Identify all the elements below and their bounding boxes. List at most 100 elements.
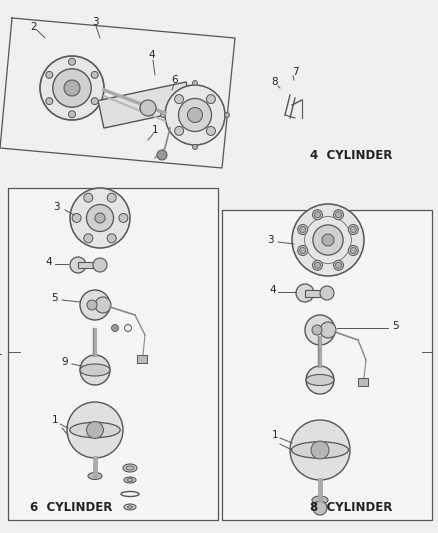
Ellipse shape xyxy=(127,479,133,481)
Text: 8  CYLINDER: 8 CYLINDER xyxy=(309,502,392,514)
Text: 7: 7 xyxy=(291,67,298,77)
Circle shape xyxy=(347,246,357,255)
Circle shape xyxy=(174,94,183,103)
Ellipse shape xyxy=(127,506,132,508)
Circle shape xyxy=(350,227,356,232)
Circle shape xyxy=(160,112,165,117)
Bar xyxy=(8,188,218,520)
Text: 9: 9 xyxy=(61,357,68,367)
Bar xyxy=(137,355,147,363)
Circle shape xyxy=(335,212,341,217)
Circle shape xyxy=(224,112,229,117)
Ellipse shape xyxy=(88,472,102,480)
Circle shape xyxy=(295,284,313,302)
Circle shape xyxy=(111,325,118,332)
Circle shape xyxy=(68,58,75,65)
Circle shape xyxy=(91,71,98,78)
Circle shape xyxy=(312,225,343,255)
Circle shape xyxy=(157,150,166,160)
Circle shape xyxy=(333,260,343,270)
Text: 4: 4 xyxy=(269,285,276,295)
Circle shape xyxy=(350,247,356,254)
Circle shape xyxy=(119,214,127,222)
Text: 1: 1 xyxy=(436,347,438,357)
Circle shape xyxy=(321,234,333,246)
Circle shape xyxy=(40,56,104,120)
Circle shape xyxy=(291,204,363,276)
Circle shape xyxy=(187,108,202,123)
Text: 1: 1 xyxy=(0,347,2,357)
Circle shape xyxy=(192,80,197,85)
Circle shape xyxy=(86,422,103,439)
Text: 3: 3 xyxy=(53,202,60,212)
Circle shape xyxy=(174,126,183,135)
Text: 8: 8 xyxy=(271,77,278,87)
Circle shape xyxy=(80,290,110,320)
Ellipse shape xyxy=(80,364,110,376)
Circle shape xyxy=(305,366,333,394)
Text: 1: 1 xyxy=(152,125,158,135)
Bar xyxy=(304,289,326,296)
Circle shape xyxy=(312,260,322,270)
Circle shape xyxy=(46,98,53,104)
Text: 5: 5 xyxy=(51,293,58,303)
Circle shape xyxy=(107,234,116,243)
Circle shape xyxy=(314,262,320,268)
Circle shape xyxy=(192,144,197,149)
Ellipse shape xyxy=(126,466,134,470)
Circle shape xyxy=(304,315,334,345)
Text: 1: 1 xyxy=(51,415,58,425)
Circle shape xyxy=(64,80,80,96)
Text: 3: 3 xyxy=(92,17,98,27)
Circle shape xyxy=(93,258,107,272)
Circle shape xyxy=(299,227,305,232)
Ellipse shape xyxy=(311,496,327,504)
Ellipse shape xyxy=(70,422,120,438)
Circle shape xyxy=(319,286,333,300)
Text: 4: 4 xyxy=(148,50,155,60)
Circle shape xyxy=(86,205,113,231)
Ellipse shape xyxy=(305,375,333,385)
Circle shape xyxy=(314,212,320,217)
Circle shape xyxy=(87,300,97,310)
Circle shape xyxy=(299,247,305,254)
Text: 2: 2 xyxy=(31,22,37,32)
Text: 4: 4 xyxy=(45,257,52,267)
Circle shape xyxy=(67,402,123,458)
Circle shape xyxy=(335,262,341,268)
Ellipse shape xyxy=(124,477,136,483)
Text: 5: 5 xyxy=(391,321,398,331)
Circle shape xyxy=(95,297,111,313)
Text: 1: 1 xyxy=(271,430,277,440)
Bar xyxy=(78,262,100,268)
Circle shape xyxy=(319,322,335,338)
Circle shape xyxy=(70,188,130,248)
Circle shape xyxy=(311,325,321,335)
Circle shape xyxy=(107,193,116,202)
Circle shape xyxy=(290,420,349,480)
Circle shape xyxy=(84,193,92,202)
Text: 4  CYLINDER: 4 CYLINDER xyxy=(309,149,392,161)
Circle shape xyxy=(178,99,211,132)
Circle shape xyxy=(206,94,215,103)
Circle shape xyxy=(72,214,81,222)
Circle shape xyxy=(70,257,86,273)
Circle shape xyxy=(347,224,357,235)
Circle shape xyxy=(297,224,307,235)
Circle shape xyxy=(140,100,155,116)
Circle shape xyxy=(91,98,98,104)
Circle shape xyxy=(95,213,105,223)
Ellipse shape xyxy=(124,504,136,510)
Circle shape xyxy=(333,209,343,220)
Polygon shape xyxy=(98,82,191,128)
Circle shape xyxy=(312,209,322,220)
Text: 6  CYLINDER: 6 CYLINDER xyxy=(30,502,112,514)
Circle shape xyxy=(312,501,326,515)
Circle shape xyxy=(84,234,92,243)
Circle shape xyxy=(297,246,307,255)
Bar xyxy=(357,378,367,386)
Circle shape xyxy=(68,111,75,118)
Text: 3: 3 xyxy=(267,235,273,245)
Circle shape xyxy=(206,126,215,135)
Circle shape xyxy=(80,355,110,385)
